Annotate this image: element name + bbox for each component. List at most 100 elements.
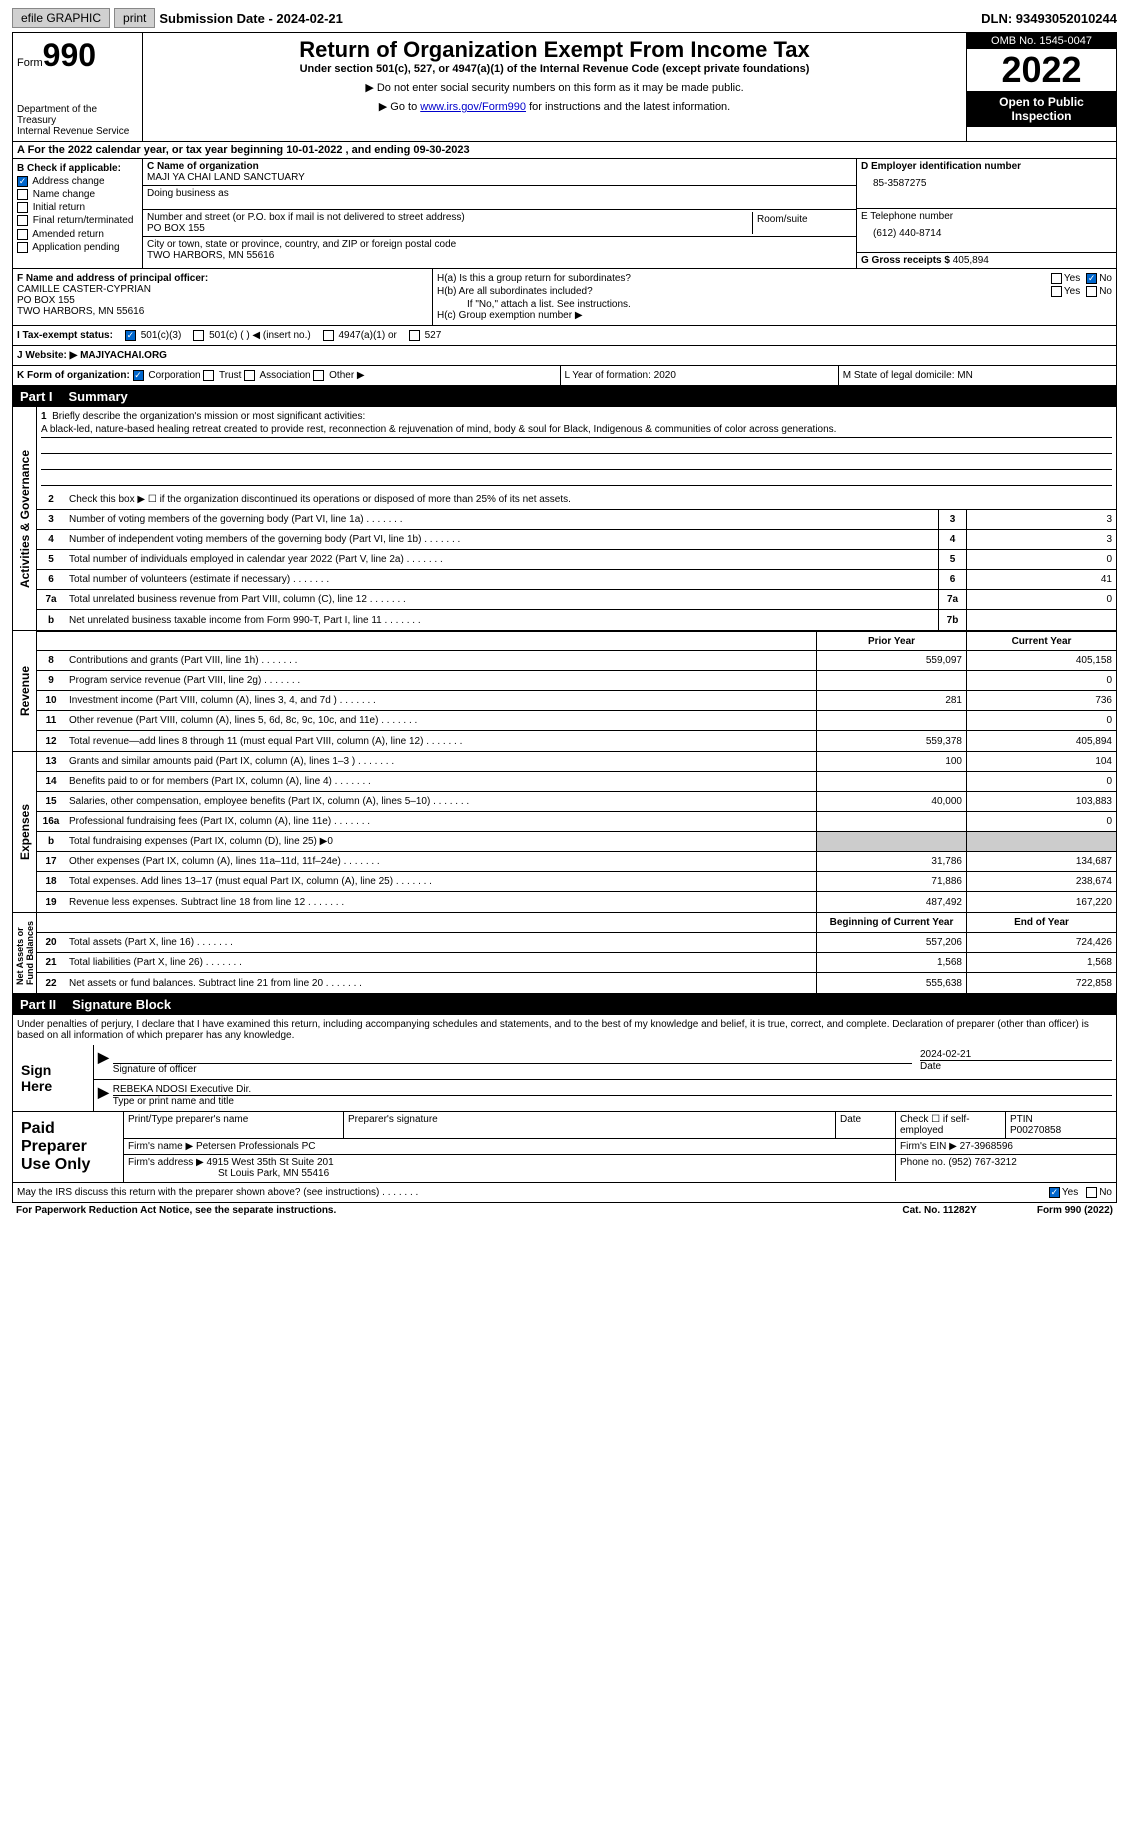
exp-line-13: Grants and similar amounts paid (Part IX…: [65, 754, 816, 769]
officer-name: CAMILLE CASTER-CYPRIAN: [17, 284, 428, 295]
sign-here-label: Sign Here: [13, 1045, 93, 1111]
k-opt-1-checkbox[interactable]: [203, 370, 214, 381]
rev-line-10: Investment income (Part VIII, column (A)…: [65, 693, 816, 708]
501c-checkbox[interactable]: [193, 330, 204, 341]
row-k-label: K Form of organization:: [17, 370, 130, 381]
irs-label: Internal Revenue Service: [17, 126, 138, 137]
hb-yes-checkbox[interactable]: [1051, 286, 1062, 297]
net-current-21: 1,568: [966, 953, 1116, 972]
prep-h2: Preparer's signature: [344, 1112, 836, 1138]
colb-check-2[interactable]: [17, 202, 28, 213]
firm-addr-label: Firm's address ▶: [128, 1157, 204, 1168]
gov-line-3: Number of voting members of the governin…: [65, 512, 938, 527]
sig-date-label: Date: [920, 1061, 941, 1072]
k-opt-3-checkbox[interactable]: [313, 370, 324, 381]
rev-current-9: 0: [966, 671, 1116, 690]
colb-item-3: Final return/terminated: [33, 216, 134, 227]
form-label: Form: [17, 57, 43, 69]
state-domicile: M State of legal domicile: MN: [839, 366, 1116, 385]
open-public: Open to Public Inspection: [967, 91, 1116, 127]
discuss-no-checkbox[interactable]: [1086, 1187, 1097, 1198]
k-opt-2: Association: [259, 370, 310, 381]
room-label: Room/suite: [752, 212, 852, 234]
colb-check-1[interactable]: [17, 189, 28, 200]
colb-item-4: Amended return: [32, 229, 104, 240]
city-label: City or town, state or province, country…: [147, 239, 852, 250]
declaration: Under penalties of perjury, I declare th…: [13, 1015, 1116, 1045]
phone-value: (612) 440-8714: [861, 222, 1112, 239]
hc-label: H(c) Group exemption number ▶: [437, 310, 1112, 321]
vert-netassets: Net Assets orFund Balances: [15, 921, 35, 985]
discuss-yes-checkbox[interactable]: [1049, 1187, 1060, 1198]
rev-prior-10: 281: [816, 691, 966, 710]
k-opt-3: Other ▶: [329, 370, 364, 381]
irs-link[interactable]: www.irs.gov/Form990: [420, 101, 526, 113]
gross-label: G Gross receipts $: [861, 255, 950, 266]
gov-val-6: 41: [966, 570, 1116, 589]
exp-current-13: 104: [966, 752, 1116, 771]
line2-text: Check this box ▶ ☐ if the organization d…: [65, 492, 1116, 507]
exp-prior-16a: [816, 812, 966, 831]
prior-year-header: Prior Year: [816, 632, 966, 650]
colb-check-5[interactable]: [17, 242, 28, 253]
vert-revenue: Revenue: [18, 666, 32, 716]
gross-value: 405,894: [953, 255, 989, 266]
top-toolbar: efile GRAPHIC print Submission Date - 20…: [12, 8, 1117, 28]
efile-button[interactable]: efile GRAPHIC: [12, 8, 110, 28]
sig-officer-label: Signature of officer: [113, 1064, 197, 1075]
officer-addr1: PO BOX 155: [17, 295, 428, 306]
colb-check-3[interactable]: [17, 215, 28, 226]
tax-year: 2022: [967, 49, 1116, 91]
begin-year-header: Beginning of Current Year: [816, 913, 966, 932]
current-year-header: Current Year: [966, 632, 1116, 650]
prep-h1: Print/Type preparer's name: [124, 1112, 344, 1138]
form-number: 990: [43, 37, 96, 73]
k-opt-0-checkbox[interactable]: [133, 370, 144, 381]
4947-checkbox[interactable]: [323, 330, 334, 341]
gov-line-4: Number of independent voting members of …: [65, 532, 938, 547]
rev-line-9: Program service revenue (Part VIII, line…: [65, 673, 816, 688]
colb-check-4[interactable]: [17, 229, 28, 240]
officer-addr2: TWO HARBORS, MN 55616: [17, 306, 428, 317]
print-button[interactable]: print: [114, 8, 155, 28]
end-year-header: End of Year: [966, 913, 1116, 932]
exp-prior-14: [816, 772, 966, 791]
part1-header: Part ISummary: [12, 386, 1117, 407]
527-checkbox[interactable]: [409, 330, 420, 341]
k-opt-2-checkbox[interactable]: [244, 370, 255, 381]
rev-prior-11: [816, 711, 966, 730]
firm-addr2: St Louis Park, MN 55416: [128, 1168, 891, 1179]
name-type-label: Type or print name and title: [113, 1096, 234, 1107]
hb-no-checkbox[interactable]: [1086, 286, 1097, 297]
exp-current-19: 167,220: [966, 892, 1116, 912]
ha-yes-checkbox[interactable]: [1051, 273, 1062, 284]
mission-label: Briefly describe the organization's miss…: [52, 411, 365, 422]
exp-line-19: Revenue less expenses. Subtract line 18 …: [65, 895, 816, 910]
colb-check-0[interactable]: [17, 176, 28, 187]
phone-label: E Telephone number: [861, 211, 1112, 222]
gov-val-5: 0: [966, 550, 1116, 569]
exp-prior-13: 100: [816, 752, 966, 771]
ein-label: D Employer identification number: [861, 161, 1112, 172]
gov-line-7a: Total unrelated business revenue from Pa…: [65, 592, 938, 607]
exp-current-18: 238,674: [966, 872, 1116, 891]
colb-item-0: Address change: [32, 176, 104, 187]
net-current-20: 724,426: [966, 933, 1116, 952]
net-line-21: Total liabilities (Part X, line 26): [65, 955, 816, 970]
501c3-checkbox[interactable]: [125, 330, 136, 341]
ptin-label: PTIN: [1010, 1114, 1112, 1125]
net-prior-22: 555,638: [816, 973, 966, 993]
hb-note: If "No," attach a list. See instructions…: [437, 299, 1112, 310]
firm-ein-label: Firm's EIN ▶: [900, 1141, 957, 1152]
exp-current-b: [966, 832, 1116, 851]
k-opt-1: Trust: [219, 370, 241, 381]
rev-prior-12: 559,378: [816, 731, 966, 751]
website-value: MAJIYACHAI.ORG: [80, 350, 167, 361]
ha-no-checkbox[interactable]: [1086, 273, 1097, 284]
firm-phone: (952) 767-3212: [948, 1157, 1016, 1168]
note-ssn: ▶ Do not enter social security numbers o…: [147, 81, 962, 94]
city-value: TWO HARBORS, MN 55616: [147, 250, 852, 261]
exp-current-17: 134,687: [966, 852, 1116, 871]
exp-current-15: 103,883: [966, 792, 1116, 811]
form-header: Form990 Department of the Treasury Inter…: [12, 32, 1117, 142]
